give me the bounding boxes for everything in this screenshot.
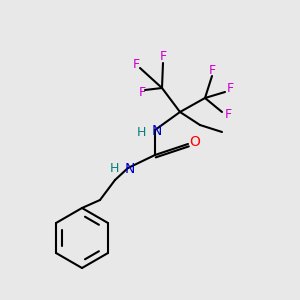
- Text: F: F: [226, 82, 234, 94]
- Text: N: N: [125, 162, 135, 176]
- Text: F: F: [159, 50, 167, 64]
- Text: H: H: [136, 125, 146, 139]
- Text: F: F: [138, 85, 146, 98]
- Text: H: H: [109, 163, 119, 176]
- Text: O: O: [190, 135, 200, 149]
- Text: N: N: [152, 124, 162, 138]
- Text: F: F: [224, 109, 232, 122]
- Text: F: F: [208, 64, 216, 76]
- Text: F: F: [132, 58, 140, 71]
